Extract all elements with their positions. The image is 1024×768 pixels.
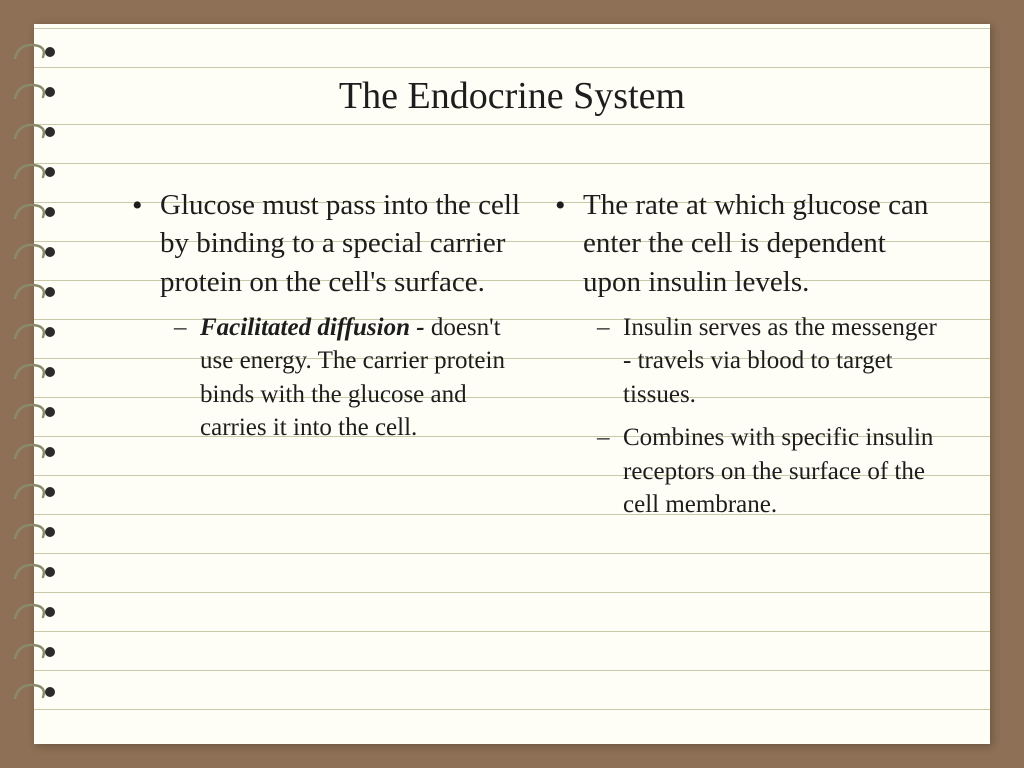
spiral-ring: [13, 522, 73, 542]
bullet-item: The rate at which glucose can enter the …: [555, 186, 950, 522]
spiral-ring: [13, 642, 73, 662]
spiral-ring: [13, 42, 73, 62]
spiral-ring: [13, 562, 73, 582]
sub-bullet-text: Combines with specific insulin receptors…: [623, 424, 933, 518]
sub-bullet-emph: Facilitated diffusion -: [200, 314, 425, 341]
spiral-binding: [13, 42, 73, 732]
two-column-body: Glucose must pass into the cell by bindi…: [132, 186, 950, 714]
slide-title: The Endocrine System: [34, 74, 990, 118]
slide-frame: The Endocrine System Glucose must pass i…: [0, 0, 1024, 768]
spiral-ring: [13, 162, 73, 182]
bullet-text: The rate at which glucose can enter the …: [583, 189, 928, 298]
spiral-ring: [13, 322, 73, 342]
spiral-ring: [13, 282, 73, 302]
sub-bullet-item: Facilitated diffusion - doesn't use ener…: [174, 311, 527, 445]
spiral-ring: [13, 682, 73, 702]
sub-bullet-text: Insulin serves as the messenger - travel…: [623, 314, 937, 408]
spiral-ring: [13, 402, 73, 422]
spiral-ring: [13, 482, 73, 502]
spiral-ring: [13, 202, 73, 222]
bullet-text: Glucose must pass into the cell by bindi…: [160, 189, 520, 298]
spiral-ring: [13, 602, 73, 622]
spiral-ring: [13, 242, 73, 262]
notepad-paper: The Endocrine System Glucose must pass i…: [34, 24, 990, 744]
left-column: Glucose must pass into the cell by bindi…: [132, 186, 527, 714]
right-column: The rate at which glucose can enter the …: [555, 186, 950, 714]
bullet-item: Glucose must pass into the cell by bindi…: [132, 186, 527, 445]
spiral-ring: [13, 442, 73, 462]
spiral-ring: [13, 122, 73, 142]
spiral-ring: [13, 82, 73, 102]
spiral-ring: [13, 362, 73, 382]
sub-bullet-item: Insulin serves as the messenger - travel…: [597, 311, 950, 412]
sub-bullet-item: Combines with specific insulin receptors…: [597, 421, 950, 522]
